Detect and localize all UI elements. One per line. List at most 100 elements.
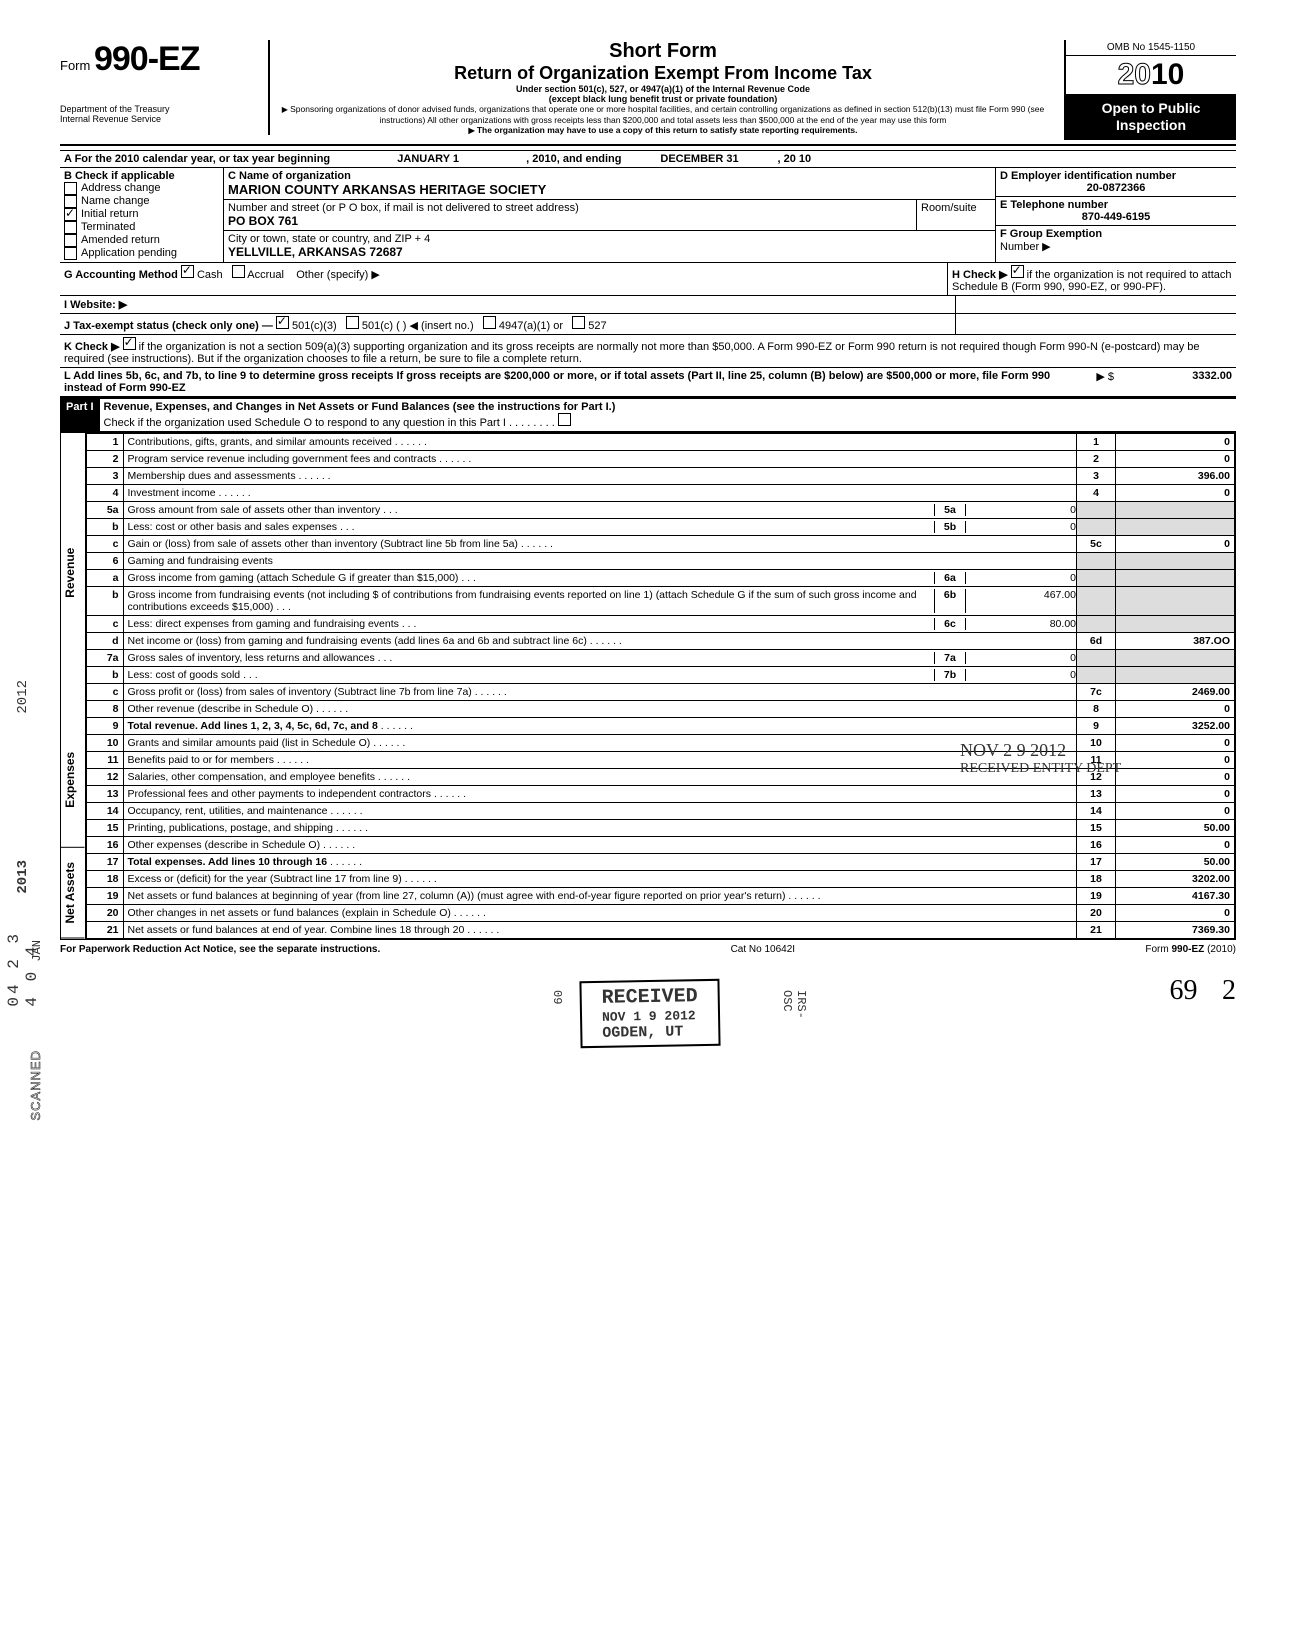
l-value: 3332.00 [1118, 368, 1236, 396]
recv-entity: RECEIVED ENTITY DEPT [960, 761, 1121, 777]
k-text: if the organization is not a section 509… [64, 341, 1199, 365]
l-arrow: ▶ $ [1070, 368, 1118, 396]
tax-year: 2010 [1066, 56, 1236, 94]
part1-label: Part I [60, 399, 100, 431]
short-form-title: Short Form [276, 40, 1050, 63]
col-b-label: Amended return [81, 234, 160, 246]
h-label: H Check ▶ [952, 269, 1008, 281]
line-i: I Website: ▶ [60, 296, 1236, 314]
subtitle-1: Under section 501(c), 527, or 4947(a)(1)… [276, 84, 1050, 94]
main-title: Return of Organization Exempt From Incom… [276, 63, 1050, 84]
j-4947: 4947(a)(1) or [499, 320, 563, 332]
part1-checkbox[interactable] [558, 413, 571, 426]
col-b-checkbox[interactable] [64, 234, 77, 247]
j-label: J Tax-exempt status (check only one) — [64, 320, 273, 332]
col-b-header: B Check if applicable [64, 170, 219, 182]
year-end2: , 20 10 [774, 151, 816, 167]
cash-checkbox[interactable] [181, 265, 194, 278]
ein-value: 20-0872366 [1000, 182, 1232, 194]
col-b-label: Address change [81, 182, 161, 194]
addr-label: Number and street (or P O box, if mail i… [228, 202, 579, 214]
line-a: A For the 2010 calendar year, or tax yea… [60, 150, 1236, 168]
side-code: 04 2 3 4 0 4 [5, 920, 41, 1007]
form-header: Form 990-EZ Department of the Treasury I… [60, 40, 1236, 140]
part1-title: Revenue, Expenses, and Changes in Net As… [104, 401, 616, 413]
col-b-label: Terminated [81, 221, 135, 233]
handwritten-2: 2 [1222, 975, 1236, 1006]
side-netassets: Net Assets [61, 848, 85, 939]
line-k: K Check ▶ if the organization is not a s… [60, 335, 1236, 368]
line-gh: G Accounting Method Cash Accrual Other (… [60, 263, 1236, 296]
room-label: Room/suite [916, 200, 995, 230]
org-addr: PO BOX 761 [228, 214, 298, 228]
col-b-item: Address change [64, 182, 219, 195]
note-1: Sponsoring organizations of donor advise… [276, 104, 1050, 125]
dept-block: Department of the Treasury Internal Reve… [60, 105, 260, 125]
col-b-checkbox[interactable] [64, 208, 77, 221]
col-b-label: Name change [81, 195, 150, 207]
open-to-public: Open to Public Inspection [1066, 94, 1236, 140]
open-line1: Open to Public [1068, 100, 1234, 117]
j-501c: 501(c) ( ) ◀ (insert no.) [362, 320, 474, 332]
bcdef-block: B Check if applicable Address change Nam… [60, 168, 1236, 263]
irs-osc-stamp: IRS-OSC [780, 990, 808, 1019]
part1-checkline: Check if the organization used Schedule … [104, 417, 506, 429]
527-checkbox[interactable] [572, 316, 585, 329]
nov29-stamp: NOV 2 9 2012 RECEIVED ENTITY DEPT [960, 740, 1121, 777]
right-box: OMB No 1545-1150 2010 Open to Public Ins… [1064, 40, 1236, 140]
accrual-checkbox[interactable] [232, 265, 245, 278]
g-label: G Accounting Method [64, 269, 178, 281]
501c3-checkbox[interactable] [276, 316, 289, 329]
g-other: Other (specify) ▶ [296, 269, 380, 281]
col-b-item: Initial return [64, 208, 219, 221]
line-j: J Tax-exempt status (check only one) — 5… [60, 314, 1236, 335]
footer-right: Form 990-EZ (2010) [1145, 944, 1236, 955]
phone-label: E Telephone number [1000, 199, 1108, 211]
l-text: L Add lines 5b, 6c, and 7b, to line 9 to… [64, 370, 1050, 394]
col-b: B Check if applicable Address change Nam… [60, 168, 224, 262]
col-b-checkbox[interactable] [64, 247, 77, 260]
4947-checkbox[interactable] [483, 316, 496, 329]
open-line2: Inspection [1068, 117, 1234, 134]
scanned-stamp: SCANNED [28, 1050, 43, 1121]
footer-left: For Paperwork Reduction Act Notice, see … [60, 944, 380, 955]
part1-title-block: Revenue, Expenses, and Changes in Net As… [100, 399, 1236, 431]
org-city: YELLVILLE, ARKANSAS 72687 [228, 245, 403, 259]
website-label: I Website: ▶ [60, 296, 955, 313]
phone-value: 870-449-6195 [1000, 211, 1232, 223]
col-b-checkbox[interactable] [64, 221, 77, 234]
col-c: C Name of organization MARION COUNTY ARK… [224, 168, 996, 262]
ein-label: D Employer identification number [1000, 170, 1176, 182]
city-label: City or town, state or country, and ZIP … [228, 233, 430, 245]
group-exempt-label: F Group Exemption [1000, 228, 1102, 240]
g-accrual: Accrual [247, 269, 284, 281]
received-stamp: RECEIVED NOV 1 9 2012 OGDEN, UT [579, 979, 720, 1048]
received-date: NOV 1 9 2012 [602, 1008, 698, 1025]
line-l: L Add lines 5b, 6c, and 7b, to line 9 to… [60, 368, 1236, 397]
year-prefix: 20 [1118, 58, 1151, 91]
year-suffix: 10 [1151, 58, 1184, 91]
col-de: D Employer identification number 20-0872… [996, 168, 1236, 262]
side-expenses: Expenses [61, 712, 85, 848]
k-checkbox[interactable] [123, 337, 136, 350]
ogden-text: OGDEN, UT [602, 1023, 698, 1042]
nov29-date: NOV 2 9 2012 [960, 740, 1121, 761]
group-exempt-number: Number ▶ [1000, 241, 1051, 253]
name-label: C Name of organization [228, 170, 351, 182]
footer-mid: Cat No 10642I [731, 944, 796, 955]
received-text: RECEIVED [602, 985, 698, 1010]
col-b-item: Name change [64, 195, 219, 208]
side-revenue: Revenue [61, 433, 85, 713]
form-number: Form 990-EZ [60, 40, 260, 79]
h-checkbox[interactable] [1011, 265, 1024, 278]
note-2: The organization may have to use a copy … [276, 125, 1050, 136]
dept-irs: Internal Revenue Service [60, 115, 260, 125]
handwritten-69: 69 [1170, 975, 1198, 1006]
g-cash: Cash [197, 269, 223, 281]
501c-checkbox[interactable] [346, 316, 359, 329]
line-a-label: A For the 2010 calendar year, or tax yea… [60, 151, 334, 167]
omb-number: OMB No 1545-1150 [1066, 40, 1236, 56]
year-end: DECEMBER 31 [626, 151, 774, 167]
col-b-checkbox[interactable] [64, 182, 77, 195]
k-label: K Check ▶ [64, 341, 120, 353]
